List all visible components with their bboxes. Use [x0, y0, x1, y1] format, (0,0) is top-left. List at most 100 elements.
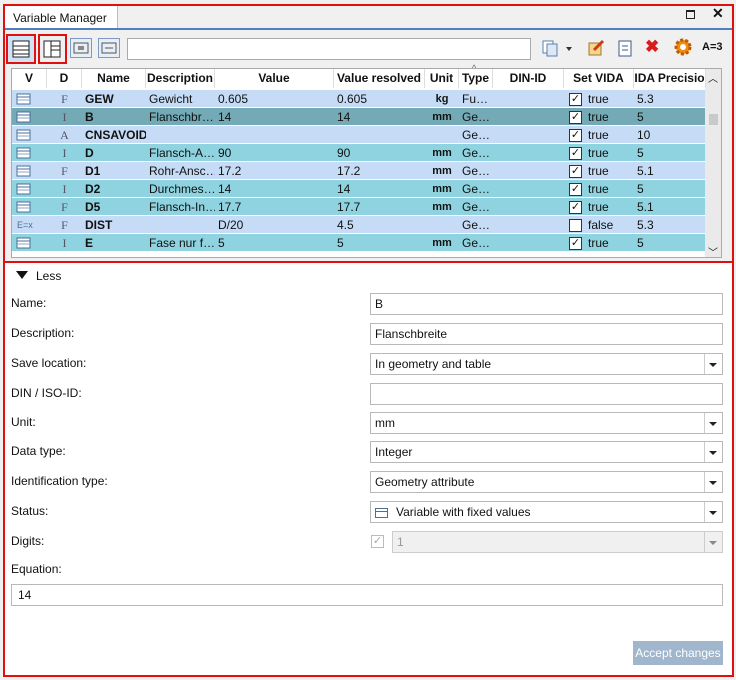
- column-header[interactable]: Set VIDA: [564, 69, 634, 88]
- field-input[interactable]: Variable with fixed values: [370, 501, 723, 523]
- table-cell: false: [588, 218, 614, 232]
- split-view-button[interactable]: [38, 34, 67, 64]
- vida-checkbox[interactable]: ✓: [569, 237, 582, 250]
- field-input[interactable]: B: [370, 293, 723, 315]
- column-header[interactable]: Value resolved: [334, 69, 425, 88]
- dropdown-arrow[interactable]: [704, 532, 722, 552]
- field-label: Identification type:: [11, 474, 108, 488]
- table-row[interactable]: I D Flansch-A… 90 90 mm Ge… ✓ true 5: [12, 144, 705, 162]
- range-button[interactable]: [70, 38, 92, 58]
- field-label: Name:: [11, 296, 47, 310]
- digits-checkbox[interactable]: ✓: [371, 535, 384, 548]
- vida-checkbox[interactable]: ✓: [569, 183, 582, 196]
- table-cell: 0.605: [337, 92, 368, 106]
- table-row[interactable]: F D5 Flansch-In… 17.7 17.7 mm Ge… ✓ true 5.1: [12, 198, 705, 216]
- formula-button[interactable]: A=3: [702, 41, 723, 53]
- table-cell: 14: [218, 110, 232, 124]
- accept-button[interactable]: Accept changes: [633, 641, 723, 665]
- dropdown-arrow[interactable]: [704, 502, 722, 522]
- dropdown-arrow[interactable]: [704, 413, 722, 433]
- details-arrow[interactable]: [16, 271, 28, 279]
- copy-button[interactable]: [540, 38, 576, 58]
- table-body: F GEW Gewicht 0.605 0.605 kg Fu… ✓ true 5.3 I B Flan…: [12, 89, 705, 257]
- field-value: B: [375, 297, 384, 311]
- dropdown-arrow[interactable]: [704, 442, 722, 462]
- column-header[interactable]: Type: [459, 69, 493, 88]
- table-row[interactable]: I B Flanschbr… 14 14 mm Ge… ✓ true 5: [12, 108, 705, 126]
- table-cell: 5: [218, 236, 225, 250]
- table-cell: 17.7: [218, 200, 242, 214]
- table-cell: 14: [337, 110, 351, 124]
- field-input[interactable]: Flanschbreite: [370, 323, 723, 345]
- vida-checkbox[interactable]: ✓: [569, 147, 582, 160]
- field-label: Data type:: [11, 444, 66, 458]
- table-cell: F: [61, 200, 68, 214]
- variable-icon: [16, 165, 31, 177]
- table-row[interactable]: E=x F DIST D/20 4.5 Ge… false 5.3: [12, 216, 705, 234]
- field-input[interactable]: Integer: [370, 441, 723, 463]
- table-cell: F: [61, 218, 68, 232]
- field-value: Variable with fixed values: [396, 505, 531, 519]
- table-cell: Gewicht: [149, 92, 193, 106]
- dropdown-arrow[interactable]: [704, 472, 722, 492]
- equation-input[interactable]: 14: [11, 584, 723, 606]
- settings-button[interactable]: [673, 37, 693, 57]
- scroll-down[interactable]: ﹀: [708, 248, 718, 259]
- field-input[interactable]: Geometry attribute: [370, 471, 723, 493]
- table-row[interactable]: F D1 Rohr-Ansc… 17.2 17.2 mm Ge… ✓ true 5.1: [12, 162, 705, 180]
- field-input[interactable]: mm: [370, 412, 723, 434]
- edit-button[interactable]: [586, 38, 606, 58]
- column-header[interactable]: IDA Precisio: [634, 69, 706, 88]
- table-cell: 5.1: [637, 200, 654, 214]
- table-cell: I: [62, 146, 67, 160]
- dropdown-arrow[interactable]: [704, 354, 722, 374]
- table-row[interactable]: F GEW Gewicht 0.605 0.605 kg Fu… ✓ true 5.3: [12, 90, 705, 108]
- vida-checkbox[interactable]: ✓: [569, 129, 582, 142]
- vida-checkbox[interactable]: ✓: [569, 93, 582, 106]
- table-cell: true: [588, 164, 609, 178]
- scroll-thumb[interactable]: [709, 114, 718, 125]
- table-cell: Ge…: [462, 200, 491, 214]
- table-cell: D/20: [218, 218, 244, 232]
- bottom-section: [3, 261, 734, 677]
- settings-icon: [674, 38, 692, 56]
- calc-button[interactable]: [615, 38, 635, 58]
- field-input[interactable]: 1: [392, 531, 723, 553]
- column-header[interactable]: Description: [146, 69, 215, 88]
- table-cell: D: [85, 146, 94, 160]
- field-input[interactable]: In geometry and table: [370, 353, 723, 375]
- list-view-button[interactable]: [6, 34, 36, 64]
- table-cell: kg: [435, 93, 449, 105]
- scroll-up[interactable]: ︿: [708, 74, 718, 85]
- status-icon: [375, 508, 388, 518]
- table-cell: D2: [85, 182, 101, 196]
- expression-button[interactable]: [98, 38, 120, 58]
- details-toggle[interactable]: Less: [36, 269, 62, 283]
- table-cell: Rohr-Ansc…: [149, 164, 215, 178]
- column-header[interactable]: D: [47, 69, 82, 88]
- table-row[interactable]: A CNSAVOID Ge… ✓ true 10: [12, 126, 705, 144]
- column-header[interactable]: Unit: [425, 69, 459, 88]
- table-row[interactable]: I D2 Durchmes… 14 14 mm Ge… ✓ true 5: [12, 180, 705, 198]
- field-input[interactable]: [370, 383, 723, 405]
- column-header[interactable]: Name: [82, 69, 146, 88]
- delete-button[interactable]: ✖: [645, 37, 660, 56]
- vida-checkbox[interactable]: ✓: [569, 111, 582, 124]
- window-title: Variable Manager: [13, 11, 107, 25]
- column-header[interactable]: Value: [215, 69, 334, 88]
- variable-icon: [16, 129, 31, 141]
- table-cell: B: [85, 110, 94, 124]
- vida-checkbox[interactable]: ✓: [569, 201, 582, 214]
- maximize-button[interactable]: [686, 10, 695, 19]
- equation-value: 14: [18, 588, 32, 602]
- vida-checkbox[interactable]: ✓: [569, 165, 582, 178]
- column-header[interactable]: V: [12, 69, 47, 88]
- table-row[interactable]: I E Fase nur f… 5 5 mm Ge… ✓ true 5: [12, 234, 705, 252]
- column-header[interactable]: DIN-ID: [493, 69, 564, 88]
- table-cell: Flanschbr…: [149, 110, 214, 124]
- vida-checkbox[interactable]: [569, 219, 582, 232]
- close-button[interactable]: ✕: [712, 5, 724, 21]
- search-input[interactable]: [127, 38, 531, 60]
- table-cell: I: [62, 110, 67, 124]
